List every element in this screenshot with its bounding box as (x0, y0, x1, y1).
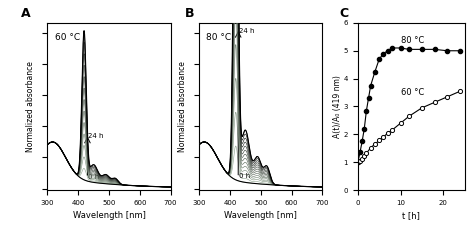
Y-axis label: Normalized absorbance: Normalized absorbance (26, 61, 35, 152)
Text: 60 °C: 60 °C (401, 88, 424, 97)
Text: B: B (185, 7, 194, 20)
Text: 24 h: 24 h (88, 134, 104, 139)
X-axis label: Wavelength [nm]: Wavelength [nm] (73, 211, 146, 220)
Text: 80 °C: 80 °C (401, 36, 424, 45)
Text: A: A (21, 7, 31, 20)
Text: 24 h: 24 h (239, 28, 255, 34)
Text: C: C (339, 7, 348, 20)
Text: 60 °C: 60 °C (55, 33, 80, 42)
Y-axis label: A(t)/A₀ (419 nm): A(t)/A₀ (419 nm) (333, 75, 342, 138)
X-axis label: t [h]: t [h] (402, 211, 420, 220)
Text: 0 h: 0 h (239, 173, 250, 179)
Text: 80 °C: 80 °C (207, 33, 232, 42)
X-axis label: Wavelength [nm]: Wavelength [nm] (224, 211, 297, 220)
Y-axis label: Normalized absorbance: Normalized absorbance (178, 61, 187, 152)
Text: 0 h: 0 h (88, 174, 100, 180)
